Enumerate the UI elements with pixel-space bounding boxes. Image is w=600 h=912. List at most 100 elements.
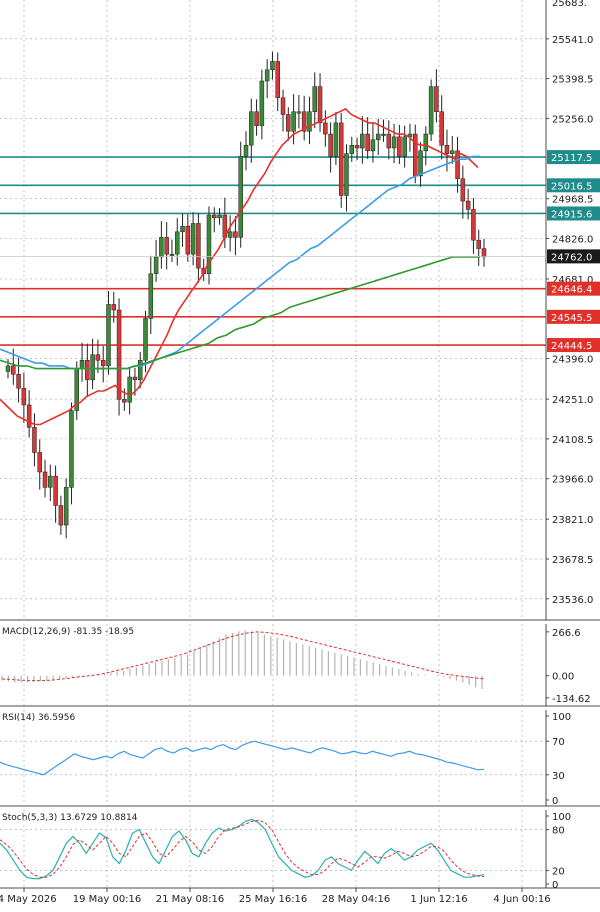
candle-body [349, 144, 355, 154]
candle-body [58, 505, 64, 526]
stoch-tick-label: 20 [552, 866, 565, 877]
candle-body [434, 86, 439, 112]
candle-body [439, 111, 444, 146]
candle-body [360, 133, 365, 149]
x-tick-label: 1 Jun 12:16 [410, 894, 467, 905]
candle-body [42, 471, 48, 488]
candle-body [95, 354, 101, 361]
ma-slow-line [0, 256, 480, 370]
candle-body [481, 248, 487, 258]
candle-body [381, 133, 386, 136]
stoch-title: Stoch(5,3,3) 13.6729 10.8814 [2, 813, 138, 823]
stoch-signal-line [0, 819, 485, 878]
candle-body [190, 223, 196, 255]
price-tick-label: 24251.0 [552, 395, 593, 406]
price-tick-label: 23536.0 [552, 595, 593, 606]
price-tick-label: 23966.0 [552, 475, 593, 486]
x-tick-label: 21 May 08:16 [156, 894, 225, 905]
candle-body [180, 225, 185, 233]
candle-body [286, 114, 291, 132]
price-tick-label: 24826.0 [552, 235, 593, 246]
candle-body [212, 214, 217, 219]
candle-body [471, 209, 476, 241]
candle-body [217, 214, 222, 219]
x-tick-label: 4 Jun 00:16 [493, 894, 550, 905]
candle-body [386, 133, 392, 149]
candle-body [428, 86, 434, 135]
candle-body [270, 61, 275, 71]
candle-body [259, 80, 265, 126]
candle-body [227, 231, 233, 238]
rsi-line [0, 740, 485, 776]
price-tick-label: 23678.5 [552, 555, 593, 566]
stoch-tick-label: 80 [552, 826, 565, 837]
candle-body [476, 239, 481, 249]
candle-body [21, 387, 27, 406]
level-tag-24444.5 [547, 338, 600, 353]
candle-body [106, 304, 111, 367]
candle-body [338, 122, 344, 196]
stoch-tick-label: 100 [552, 812, 571, 823]
rsi-tick-label: 100 [552, 712, 571, 723]
candle-body [264, 69, 270, 82]
macd-title: MACD(12,26,9) -81.35 -18.95 [2, 627, 134, 637]
macd-tick-label: -134.62 [552, 694, 591, 705]
x-tick-label: 28 May 04:16 [322, 894, 391, 905]
candles [5, 51, 487, 539]
candle-body [238, 156, 243, 238]
candle-body [354, 144, 360, 149]
level-tag-24915.6 [547, 206, 600, 221]
candle-body [16, 373, 21, 389]
candle-body [460, 178, 466, 202]
candle-body [333, 122, 339, 157]
candle-body [26, 404, 32, 428]
candle-body [450, 150, 455, 154]
price-tick-label: 24968.5 [552, 195, 593, 206]
candle-body [69, 410, 74, 488]
candle-body [280, 97, 286, 115]
price-tick-label: 25541.0 [552, 35, 593, 46]
level-tag-24545.5 [547, 309, 600, 324]
candle-body [48, 475, 53, 488]
candle-body [465, 200, 471, 210]
price-tick-label: 24681.0 [552, 275, 593, 286]
candle-body [275, 61, 280, 98]
candle-body [328, 133, 333, 157]
price-tick-label: 24396.0 [552, 355, 593, 366]
level-label-24646.4: 24646.4 [551, 285, 592, 296]
candle-body [365, 133, 370, 152]
candle-body [455, 150, 460, 179]
candle-body [116, 309, 122, 400]
price-tick-label: 25256.0 [552, 114, 593, 125]
level-label-24545.5: 24545.5 [551, 313, 592, 324]
price-tick-label: 25398.5 [552, 75, 593, 86]
candle-body [301, 111, 307, 132]
candle-body [159, 237, 164, 258]
x-tick-label: 25 May 16:16 [239, 894, 308, 905]
candle-body [174, 231, 180, 255]
rsi-title: RSI(14) 36.5956 [2, 713, 75, 723]
candle-body [296, 111, 302, 114]
candle-body [79, 360, 85, 369]
candle-body [148, 273, 154, 319]
macd-tick-label: 0.00 [552, 672, 574, 683]
price-tick-label: 24108.5 [552, 435, 593, 446]
price-axis-ticks: 25541.0 25398.5 25256.0 24968.5 24826.0 24681… [0, 35, 593, 606]
candle-body [323, 122, 328, 135]
candle-body [11, 365, 16, 375]
level-label-25117.5: 25117.5 [551, 153, 592, 164]
candle-body [317, 86, 323, 124]
candle-body [444, 144, 450, 154]
candle-body [418, 150, 423, 177]
candle-body [132, 376, 138, 381]
level-label-25016.5: 25016.5 [551, 181, 592, 192]
stoch-tick-label: 0 [552, 880, 558, 891]
candle-body [307, 111, 312, 132]
candle-body [32, 427, 37, 453]
candle-body [37, 452, 42, 473]
macd-histogram [1, 630, 483, 690]
candle-body [344, 153, 349, 196]
candle-body [185, 225, 191, 255]
